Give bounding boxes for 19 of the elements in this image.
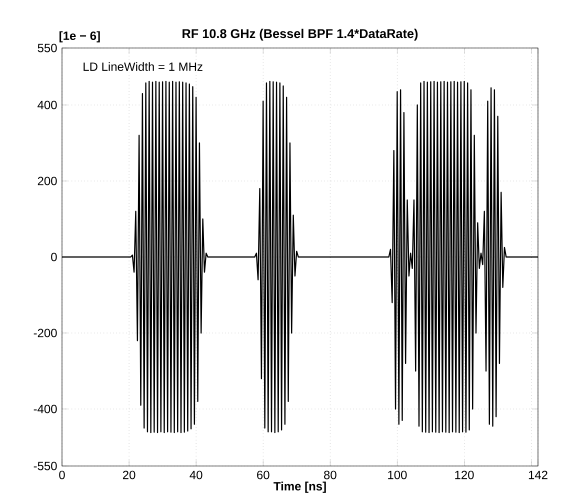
y-tick-label: 400 — [38, 100, 57, 110]
y-tick-label: 0 — [51, 252, 57, 262]
x-axis-title: Time [ns] — [274, 482, 326, 493]
text: [1e − 6] — [60, 31, 100, 42]
y-tick-label: -200 — [34, 328, 57, 338]
x-tick-label: 120 — [455, 470, 474, 480]
y-tick-label: 550 — [38, 44, 57, 52]
x-tick-label: 20 — [122, 470, 136, 480]
y-tick-label: -550 — [34, 462, 57, 470]
y-tick-label: -400 — [34, 404, 57, 414]
x-tick-label: 142 — [528, 470, 548, 480]
x-tick-label: 80 — [324, 470, 336, 480]
x-tick-label: 40 — [190, 470, 202, 480]
x-tick-label: 0 — [59, 470, 65, 480]
x-tick-label: 100 — [388, 470, 407, 480]
x-tick-label: 60 — [257, 470, 270, 480]
chart-title: RF 10.8 GHz (Bessel BPF 1.4*DataRate) — [182, 28, 418, 41]
y-tick-label: 200 — [38, 176, 57, 186]
annotation: LD LineWidth = 1 MHz — [84, 62, 202, 71]
